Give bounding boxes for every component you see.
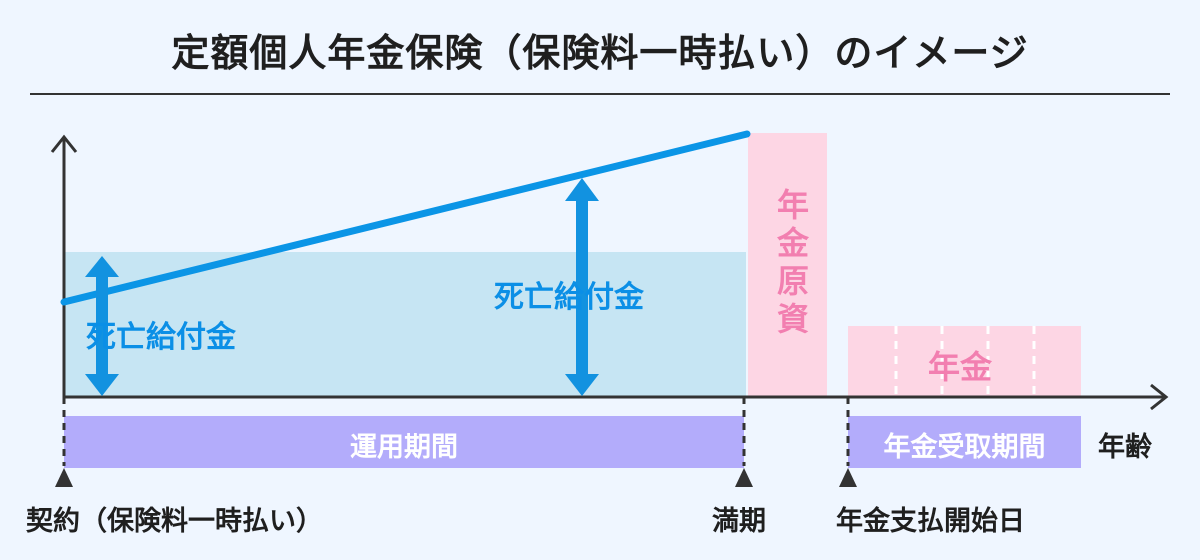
annuity-receipt-period-label: 年金受取期間 [883, 432, 1046, 463]
x-axis-label: 年齢 [1098, 432, 1152, 463]
double-arrow-icon [565, 178, 599, 396]
maturity-triangle-marker-icon [735, 468, 753, 487]
y-axis-arrow-icon [50, 134, 78, 153]
contract-triangle-marker-icon [55, 468, 73, 487]
x-axis-arrow-icon [1150, 383, 1169, 411]
annuity-payment-start-label: 年金支払開始日 [836, 506, 1025, 537]
operation-period-label: 運用期間 [350, 432, 458, 463]
annuity-label: 年金 [928, 348, 993, 386]
death-benefit-label-left: 死亡給付金 [86, 320, 236, 355]
annuity-principal-label: 年金原資 [772, 188, 810, 340]
annuity-block [848, 326, 1081, 397]
page-title: 定額個人年金保険（保険料一時払い）のイメージ [171, 31, 1029, 75]
maturity-label: 満期 [712, 506, 766, 537]
double-arrow-icon [85, 256, 119, 396]
death-benefit-line [60, 130, 751, 306]
payment-start-triangle-marker-icon [839, 468, 857, 487]
death-benefit-label-right: 死亡給付金 [494, 280, 644, 315]
timeline-markers [62, 397, 850, 466]
title-divider [30, 93, 1170, 95]
contract-label: 契約（保険料一時払い） [26, 506, 323, 537]
operation-period-bar [64, 416, 744, 468]
annuity-receipt-period-bar [848, 416, 1081, 468]
annuity-principal-bar [748, 133, 827, 397]
annuity-dividers [894, 326, 1036, 397]
